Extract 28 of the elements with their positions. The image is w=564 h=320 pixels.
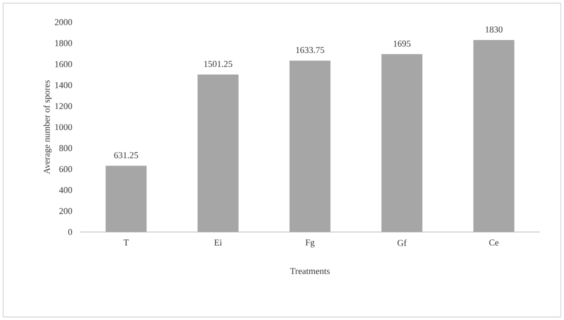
- data-label: 1830: [486, 26, 502, 32]
- y-tick-label: 1200: [55, 103, 72, 110]
- y-tick-label: 800: [59, 144, 72, 152]
- bar: [198, 74, 239, 232]
- bar: [381, 54, 422, 232]
- data-label: 1695: [394, 40, 411, 47]
- y-tick-label: 1000: [55, 124, 72, 130]
- x-tick-label: Gf: [398, 239, 407, 246]
- y-tick-label: 0: [68, 228, 72, 235]
- y-tick-label: 1400: [55, 82, 72, 88]
- bar: [106, 166, 147, 232]
- y-tick-label: 200: [59, 208, 72, 214]
- data-label: 1633.75: [296, 46, 324, 54]
- y-tick-label: 1800: [55, 40, 72, 46]
- y-axis-title: Average number of spores: [43, 80, 52, 174]
- y-tick-label: 400: [59, 186, 72, 194]
- x-axis-title: Treatments: [290, 268, 330, 274]
- y-tick-label: 1600: [55, 61, 72, 68]
- bar: [290, 60, 330, 232]
- x-tick-label: T: [124, 239, 129, 246]
- x-tick-label: Ei: [214, 239, 222, 246]
- x-tick-label: Fg: [306, 239, 315, 248]
- data-label: 1501.25: [204, 60, 232, 67]
- bar: [473, 40, 514, 232]
- y-tick-label: 600: [59, 166, 72, 172]
- x-tick-label: Ce: [489, 239, 499, 246]
- data-label: 631.25: [114, 152, 138, 158]
- y-tick-label: 2000: [54, 19, 72, 26]
